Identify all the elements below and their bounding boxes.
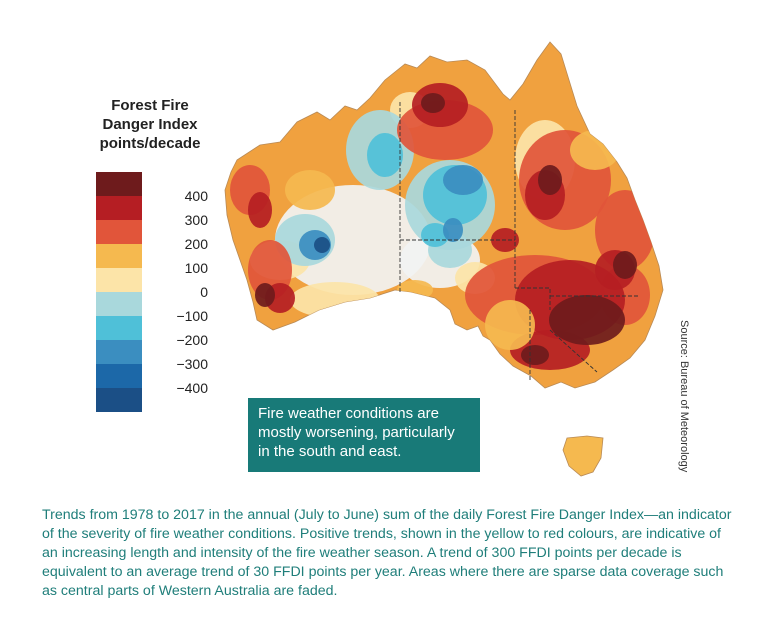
- trend-patch-cyan: [367, 133, 403, 177]
- source-label: Source: Bureau of Meteorology: [678, 320, 690, 473]
- tasmania: [562, 435, 604, 477]
- legend-tick-label: −100: [176, 308, 208, 324]
- trend-patch-yellow: [285, 170, 335, 210]
- legend-swatch: [96, 340, 142, 364]
- legend-tick-label: −200: [176, 332, 208, 348]
- trend-patch-dark-red: [255, 283, 275, 307]
- trend-patch-faded: [275, 185, 431, 295]
- trend-patch-dark-red: [538, 165, 562, 195]
- legend-title: Forest Fire Danger Index points/decade: [60, 96, 240, 153]
- legend-tick-label: 100: [184, 260, 208, 276]
- trend-patch-yellow: [485, 300, 535, 350]
- trend-patch-yellow: [570, 130, 620, 170]
- legend-color-scale: [96, 172, 142, 412]
- legend-tick-label: 300: [184, 212, 208, 228]
- legend-swatch: [96, 220, 142, 244]
- legend-swatch: [96, 388, 142, 412]
- callout-text: Fire weather conditions are mostly worse…: [258, 405, 455, 460]
- trend-patch-dark-red: [613, 251, 637, 279]
- legend-swatch: [96, 364, 142, 388]
- trend-patch-blue: [443, 218, 463, 242]
- legend-tick-label: −400: [176, 380, 208, 396]
- legend-tick-label: 200: [184, 236, 208, 252]
- legend-swatch: [96, 172, 142, 196]
- legend-tick-label: 0: [200, 284, 208, 300]
- trend-patch-orange: [275, 330, 315, 350]
- trend-patch-cyan: [421, 223, 449, 247]
- legend-tick-label: 400: [184, 188, 208, 204]
- trend-patch-navy: [314, 237, 330, 253]
- trend-patch-dark-red: [521, 345, 549, 365]
- sa-qld-border: [515, 287, 551, 310]
- trend-patch-dark-red: [421, 93, 445, 113]
- callout-box: Fire weather conditions are mostly worse…: [248, 398, 480, 472]
- trend-patch-cream: [290, 282, 380, 318]
- trend-patch-blue: [443, 165, 483, 195]
- legend-title-line: Danger Index: [102, 116, 198, 133]
- legend-title-line: Forest Fire: [111, 97, 189, 114]
- legend-swatch: [96, 292, 142, 316]
- legend-swatch: [96, 316, 142, 340]
- legend-swatch: [96, 244, 142, 268]
- australia-trend-map: [224, 41, 664, 477]
- trend-patch-red: [248, 192, 272, 228]
- legend-title-line: points/decade: [99, 135, 201, 152]
- legend-swatch: [96, 196, 142, 220]
- nsw-vic-border: [549, 329, 598, 373]
- trend-patch-yellow: [397, 280, 433, 300]
- figure-caption: Trends from 1978 to 2017 in the annual (…: [42, 507, 732, 599]
- legend-swatch: [96, 268, 142, 292]
- trend-patch-yellow: [305, 305, 405, 345]
- trend-patch-dark-red: [549, 295, 625, 345]
- legend-tick-label: −300: [176, 356, 208, 372]
- state-borders: [399, 102, 640, 380]
